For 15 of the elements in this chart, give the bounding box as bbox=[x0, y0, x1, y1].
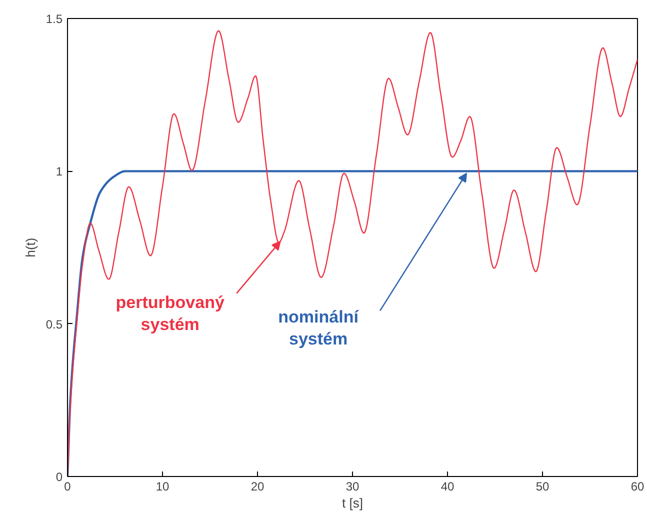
x-axis-title: t [s] bbox=[342, 496, 363, 510]
x-tick-label: 0 bbox=[64, 480, 72, 494]
y-axis-title: h(t) bbox=[22, 238, 38, 258]
x-tick-label: 20 bbox=[250, 480, 264, 494]
y-tick-label: 1 bbox=[56, 164, 63, 179]
y-tick-label: 1.5 bbox=[46, 12, 63, 26]
x-tick-label: 50 bbox=[536, 480, 550, 494]
x-tick-label: 40 bbox=[440, 480, 454, 494]
y-tick-label: 0.5 bbox=[46, 317, 63, 332]
x-tick-label: 60 bbox=[630, 480, 644, 494]
y-tick-label: 0 bbox=[56, 470, 63, 484]
annotation: nominální systém bbox=[278, 307, 360, 348]
x-tick-label: 10 bbox=[156, 480, 170, 494]
annotation: perturbovaný systém bbox=[116, 292, 225, 334]
x-tick-label: 30 bbox=[346, 480, 360, 494]
